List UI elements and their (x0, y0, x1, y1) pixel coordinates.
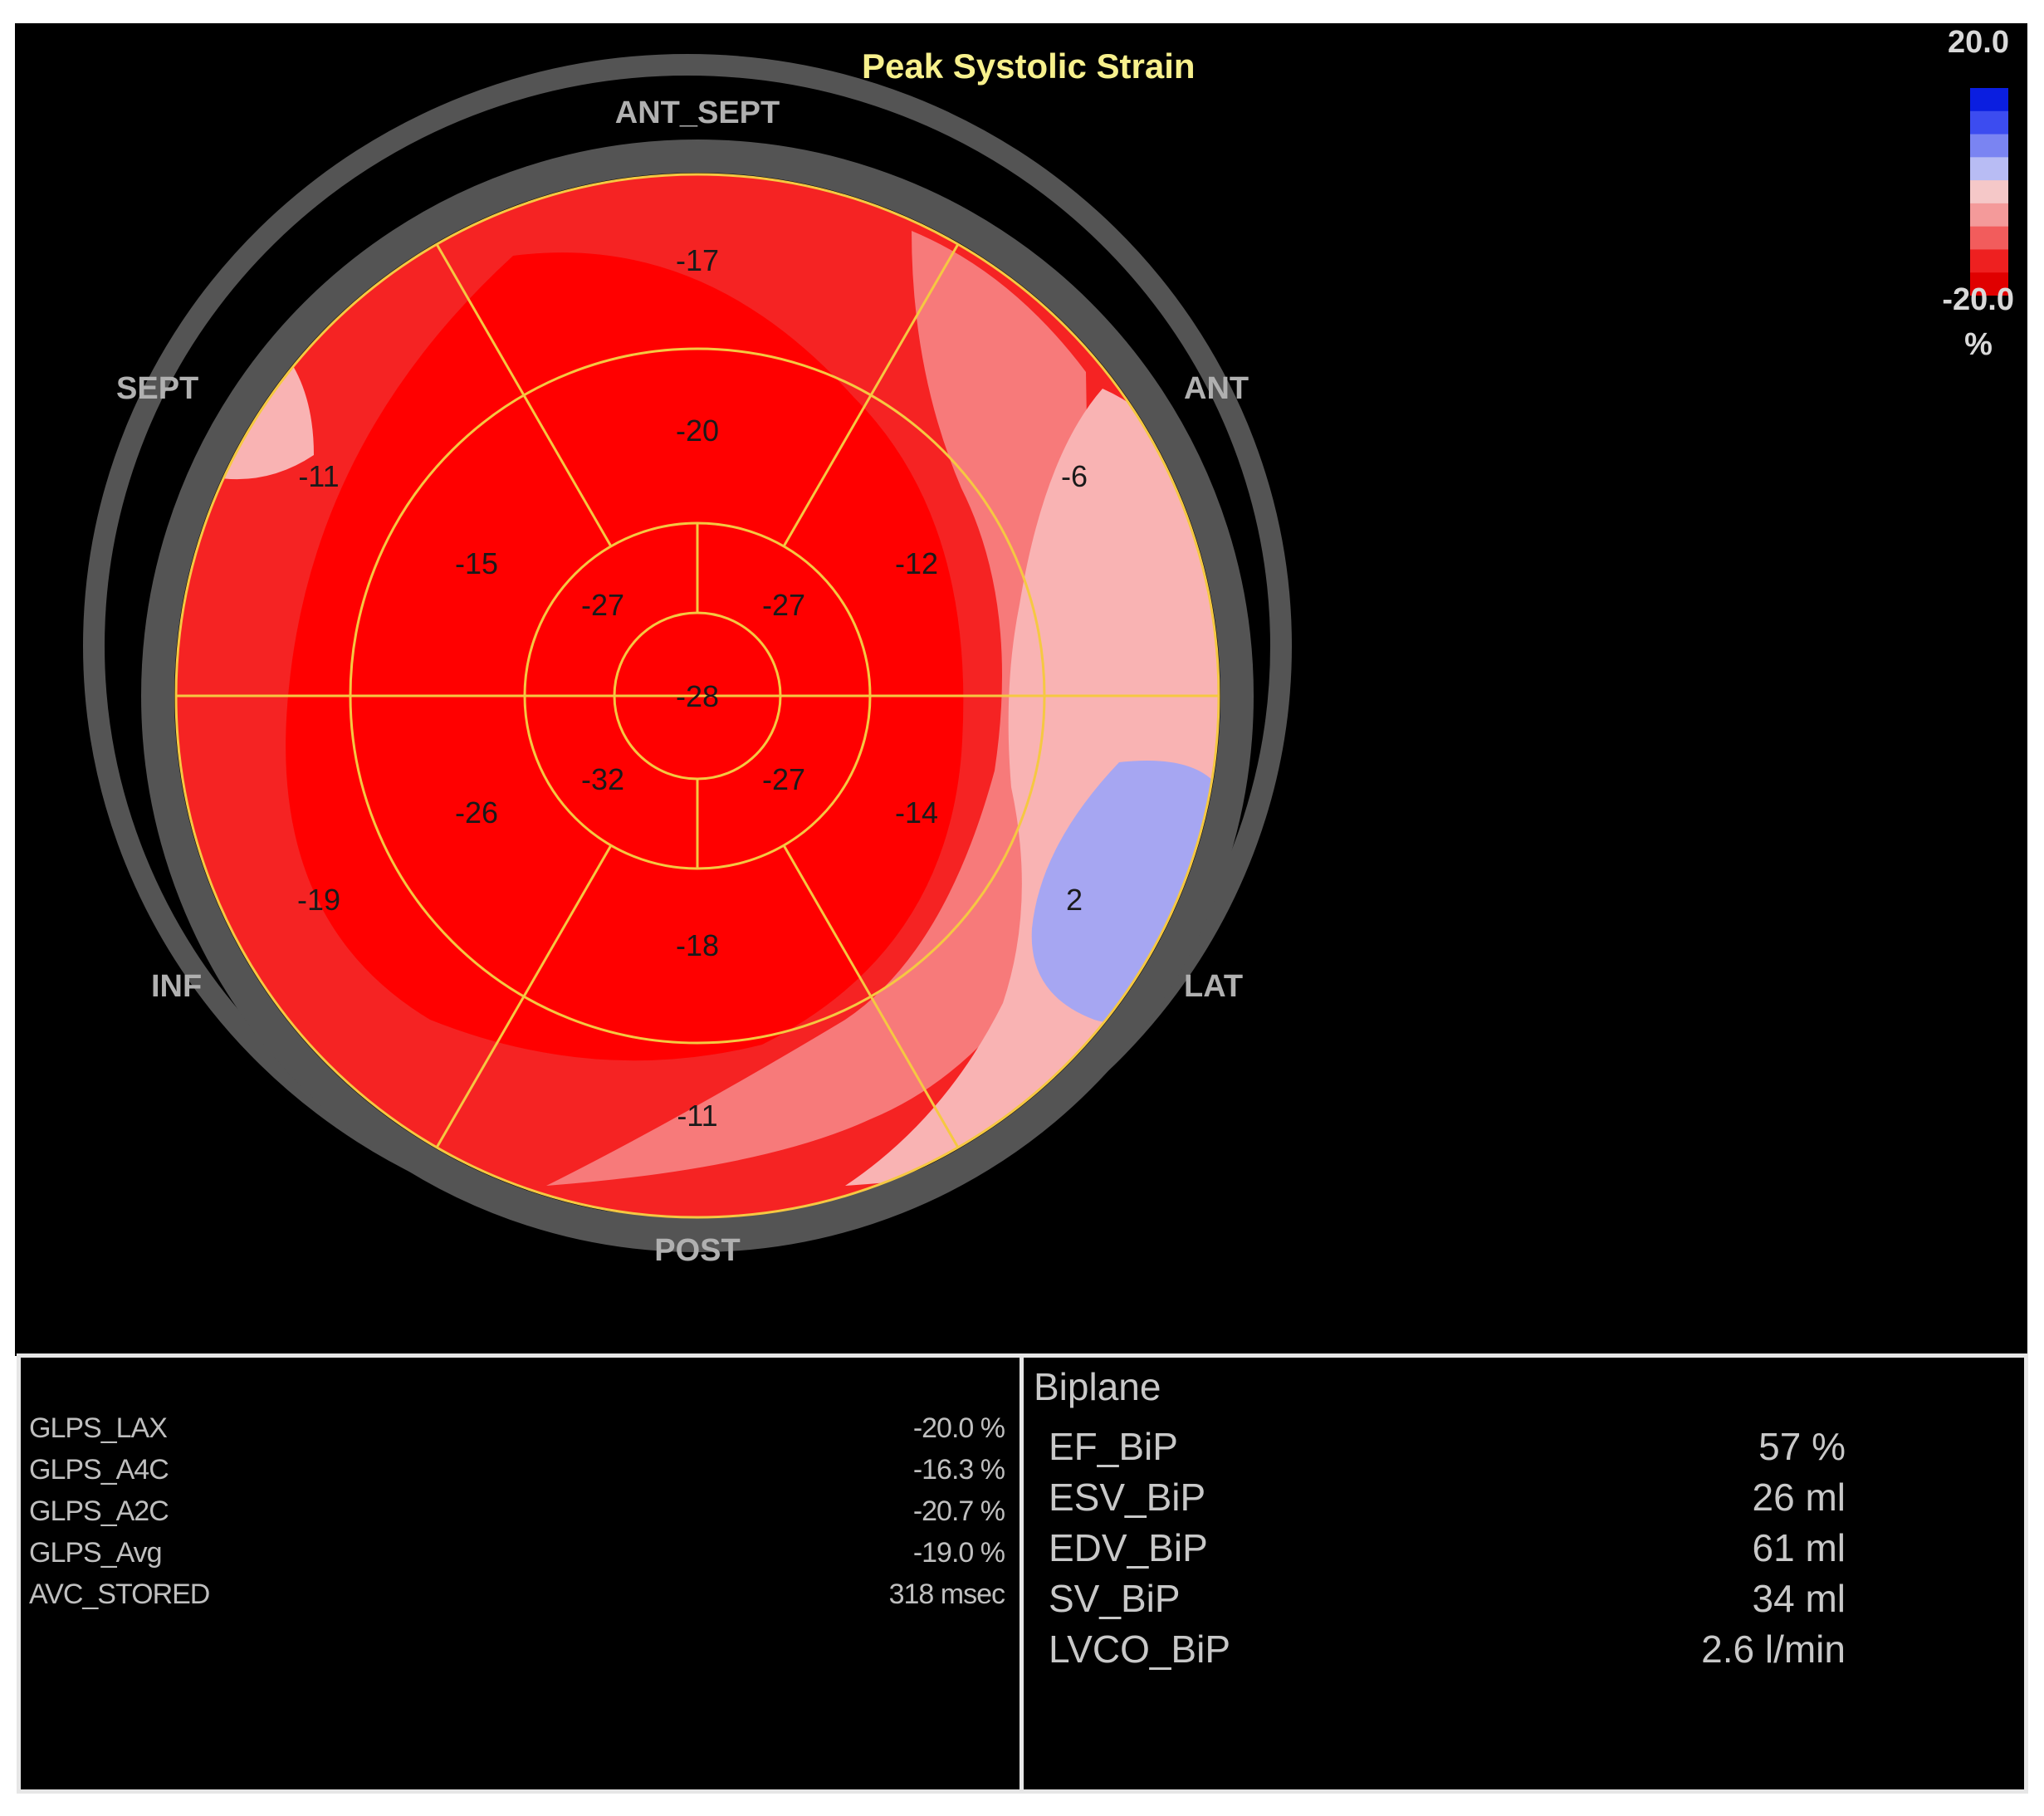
segment-value-mid-ur: -12 (895, 546, 938, 580)
biplane-value: 61 ml (1752, 1526, 1846, 1569)
strain-region-light-red (546, 231, 1094, 1186)
orientation-label-top: ANT_SEPT (615, 95, 780, 130)
glps-value: -20.7 % (912, 1495, 1005, 1527)
divider-120 (435, 243, 613, 547)
segment-value-apical-ul: -27 (581, 588, 624, 622)
glps-row: AVC_STORED 318 msec (29, 1579, 1005, 1620)
bullseye-plot: -28 -27 -27 -32 -27 -20 -15 -12 -26 -14 … (83, 54, 1292, 1268)
biplane-panel: Biplane EF_BiP 57 % ESV_BiP 26 ml EDV_BiP 61 … (1020, 1353, 2028, 1794)
glps-label: GLPS_A2C (29, 1495, 169, 1527)
segment-value-apical-ll: -32 (581, 762, 624, 796)
colorbar-band (1970, 180, 2008, 204)
colorbar-band (1970, 249, 2008, 273)
segment-value-basal-ul: -11 (298, 459, 339, 493)
divider-60 (782, 243, 960, 547)
colorbar-unit-label: % (1964, 327, 1993, 362)
glps-label: GLPS_Avg (29, 1537, 163, 1569)
glps-row: GLPS_A2C -20.7 % (29, 1495, 1005, 1537)
orientation-label-lower-left: INF (151, 969, 202, 1004)
biplane-title: Biplane (1034, 1365, 1161, 1408)
chart-title: Peak Systolic Strain (862, 47, 1196, 86)
glps-label: GLPS_LAX (29, 1412, 168, 1444)
segment-value-apical-lr: -27 (762, 762, 805, 796)
segment-value-basal-lr: 2 (1066, 883, 1083, 917)
glps-value: -19.0 % (912, 1537, 1005, 1569)
colorbar-band (1970, 272, 2008, 296)
segment-value-mid-bottom: -18 (676, 928, 719, 962)
segment-lines (174, 173, 1220, 1219)
biplane-value: 34 ml (1752, 1577, 1846, 1620)
colorbar (1970, 88, 2008, 296)
glps-row: GLPS_A4C -16.3 % (29, 1454, 1005, 1495)
glps-value: -20.0 % (912, 1412, 1005, 1444)
segment-value-basal-bottom: -11 (677, 1099, 717, 1133)
glps-label: AVC_STORED (29, 1579, 210, 1610)
biplane-row: EDV_BiP 61 ml (1049, 1525, 1846, 1575)
biplane-label: ESV_BiP (1049, 1476, 1206, 1519)
biplane-label: SV_BiP (1049, 1577, 1181, 1620)
orientation-label-lower-right: LAT (1184, 969, 1243, 1004)
biplane-label: EDV_BiP (1049, 1526, 1208, 1569)
glps-value: -16.3 % (912, 1454, 1005, 1486)
colorbar-band (1970, 88, 2008, 112)
glps-row: GLPS_LAX -20.0 % (29, 1412, 1005, 1454)
segment-value-basal-ll: -19 (297, 883, 340, 917)
biplane-value: 57 % (1758, 1425, 1846, 1468)
glps-label: GLPS_A4C (29, 1454, 169, 1486)
colorbar-min-label: -20.0 (1942, 282, 2014, 317)
biplane-row: EF_BiP 57 % (1049, 1424, 1846, 1474)
colorbar-band (1970, 134, 2008, 158)
colorbar-max-label: 20.0 (1948, 25, 2009, 60)
colorbar-band (1970, 203, 2008, 228)
biplane-value: 26 ml (1752, 1476, 1846, 1519)
biplane-row: SV_BiP 34 ml (1049, 1576, 1846, 1626)
biplane-row: LVCO_BiP 2.6 l/min (1049, 1627, 1846, 1676)
biplane-label: LVCO_BiP (1049, 1628, 1231, 1671)
glps-row: GLPS_Avg -19.0 % (29, 1537, 1005, 1579)
segment-value-mid-ll: -26 (455, 795, 498, 830)
segment-value-basal-ur: -6 (1061, 459, 1088, 493)
segment-value-basal-top: -17 (676, 243, 719, 277)
biplane-row: ESV_BiP 26 ml (1049, 1475, 1846, 1525)
orientation-label-bottom: POST (654, 1233, 740, 1268)
strain-viewer: -28 -27 -27 -32 -27 -20 -15 -12 -26 -14 … (15, 23, 2027, 1356)
divider-240 (435, 844, 613, 1148)
segment-value-mid-top: -20 (676, 414, 719, 448)
colorbar-band (1970, 226, 2008, 250)
biplane-value: 2.6 l/min (1701, 1628, 1846, 1671)
colorbar-band (1970, 110, 2008, 135)
segment-value-apex: -28 (676, 679, 719, 713)
segment-value-mid-lr: -14 (895, 795, 938, 830)
colorbar-band (1970, 157, 2008, 181)
orientation-label-upper-right: ANT (1184, 371, 1249, 406)
segment-value-apical-ur: -27 (762, 588, 805, 622)
divider-300 (782, 844, 960, 1148)
biplane-label: EF_BiP (1049, 1425, 1178, 1468)
orientation-label-upper-left: SEPT (116, 371, 198, 406)
segment-value-mid-ul: -15 (455, 546, 498, 580)
glps-panel: GLPS_LAX -20.0 % GLPS_A4C -16.3 % GLPS_A2C -2… (17, 1353, 1025, 1794)
orientation-ring (141, 140, 1254, 1252)
glps-value: 318 msec (888, 1579, 1005, 1610)
